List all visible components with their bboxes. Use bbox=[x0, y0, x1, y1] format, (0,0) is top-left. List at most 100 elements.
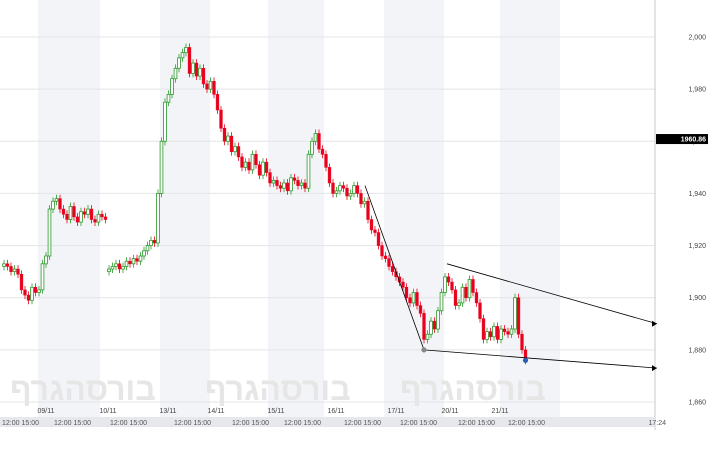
candle-body bbox=[103, 216, 108, 220]
candle-body bbox=[58, 198, 62, 210]
candle-body bbox=[201, 68, 206, 85]
candle-body bbox=[282, 182, 286, 189]
candle-body bbox=[457, 302, 461, 306]
candle-body bbox=[2, 263, 6, 267]
candle-body bbox=[191, 62, 195, 74]
candle-body bbox=[425, 333, 430, 340]
candle-body bbox=[338, 185, 342, 192]
y-tick-label: 1,880 bbox=[688, 347, 706, 354]
candle-body bbox=[229, 135, 234, 152]
date-label: 09/11 bbox=[38, 408, 55, 415]
candle-body bbox=[96, 213, 101, 223]
candle-body bbox=[145, 245, 150, 252]
candle-body bbox=[51, 200, 55, 210]
candle-body bbox=[362, 200, 367, 205]
candle-body bbox=[117, 263, 122, 270]
candle-body bbox=[93, 219, 97, 223]
candle-body bbox=[520, 333, 524, 351]
candle-body bbox=[292, 177, 297, 181]
candle-body bbox=[9, 266, 13, 272]
candle-body bbox=[79, 211, 83, 223]
candle-body bbox=[376, 232, 381, 246]
trendlines-layer bbox=[364, 185, 658, 372]
candle-body bbox=[250, 153, 255, 171]
candle-body bbox=[261, 161, 265, 176]
candle-body bbox=[341, 185, 346, 189]
candle-body bbox=[240, 156, 244, 168]
candle-body bbox=[128, 260, 132, 265]
candle-body bbox=[226, 135, 230, 142]
y-tick-label: 1,940 bbox=[688, 191, 706, 198]
candle-body bbox=[359, 193, 363, 205]
date-label: 21/11 bbox=[492, 408, 509, 415]
candle-body bbox=[138, 255, 143, 262]
candle-body bbox=[5, 263, 10, 267]
date-label: 20/11 bbox=[442, 408, 459, 415]
candle-body bbox=[68, 206, 73, 220]
candle-body bbox=[303, 182, 307, 189]
candle-body bbox=[152, 240, 157, 244]
candle-body bbox=[275, 180, 279, 186]
last-price-label: 1960.86 bbox=[681, 137, 706, 144]
candle-body bbox=[72, 206, 76, 218]
candle-body bbox=[194, 62, 199, 77]
candle-body bbox=[306, 153, 311, 189]
candle-body bbox=[61, 208, 66, 215]
candle-body bbox=[317, 133, 321, 150]
last-price-badge bbox=[656, 134, 708, 145]
candle-body bbox=[75, 216, 80, 223]
candle-body bbox=[131, 258, 136, 265]
candle-body bbox=[19, 274, 24, 291]
candle-body bbox=[450, 281, 454, 291]
x-axis: 09/11 10/11 13/11 14/11 15/11 16/11 17/11 20/11… bbox=[0, 408, 666, 427]
candle-body bbox=[516, 297, 521, 335]
candle-body bbox=[264, 161, 269, 173]
date-label: 16/11 bbox=[328, 408, 345, 415]
candle-body bbox=[89, 208, 94, 220]
candle-body bbox=[296, 180, 300, 186]
y-tick-label: 1,900 bbox=[688, 295, 706, 302]
time-label: 12:00 15:00 bbox=[54, 420, 91, 427]
day-band bbox=[384, 0, 444, 417]
trendline bbox=[446, 263, 658, 325]
candle-body bbox=[383, 255, 388, 259]
candle-body bbox=[299, 182, 304, 187]
candle-body bbox=[26, 294, 31, 301]
trendline-anchor bbox=[421, 347, 427, 353]
candle-body bbox=[509, 328, 514, 335]
candle-body bbox=[331, 182, 335, 194]
candle-body bbox=[355, 185, 360, 194]
candle-body bbox=[40, 263, 45, 291]
date-label: 13/11 bbox=[160, 408, 177, 415]
candle-body bbox=[481, 318, 486, 340]
y-tick-label: 1,920 bbox=[688, 243, 706, 250]
candle-body bbox=[492, 325, 496, 338]
candle-body bbox=[513, 297, 517, 330]
candle-body bbox=[467, 279, 472, 299]
candle-body bbox=[33, 287, 38, 293]
watermark-text: בורסהגרף bbox=[400, 371, 546, 407]
candle-body bbox=[12, 268, 17, 273]
candle-body bbox=[390, 266, 395, 272]
candle-body bbox=[177, 57, 181, 69]
candle-body bbox=[327, 167, 332, 184]
candle-body bbox=[23, 289, 27, 296]
candle-body bbox=[254, 154, 258, 165]
candle-body bbox=[268, 172, 272, 184]
trendline-arrow bbox=[652, 320, 657, 327]
time-axis-bar bbox=[0, 417, 655, 427]
candle-body bbox=[114, 263, 118, 267]
time-label: 12:00 15:00 bbox=[232, 420, 269, 427]
candle-body bbox=[373, 229, 377, 233]
watermark-text: בורסהגרף bbox=[205, 371, 351, 407]
candle-body bbox=[446, 276, 451, 283]
y-tick-label: 1,860 bbox=[688, 400, 706, 407]
candle-body bbox=[124, 260, 129, 267]
candle-body bbox=[310, 140, 314, 155]
trendline-arrow bbox=[652, 365, 657, 372]
watermark-layer: בורסהגרף בורסהגרף בורסהגרף bbox=[10, 371, 546, 407]
candle-body bbox=[313, 133, 318, 142]
date-label: 15/11 bbox=[268, 408, 285, 415]
candle-body bbox=[208, 80, 213, 90]
